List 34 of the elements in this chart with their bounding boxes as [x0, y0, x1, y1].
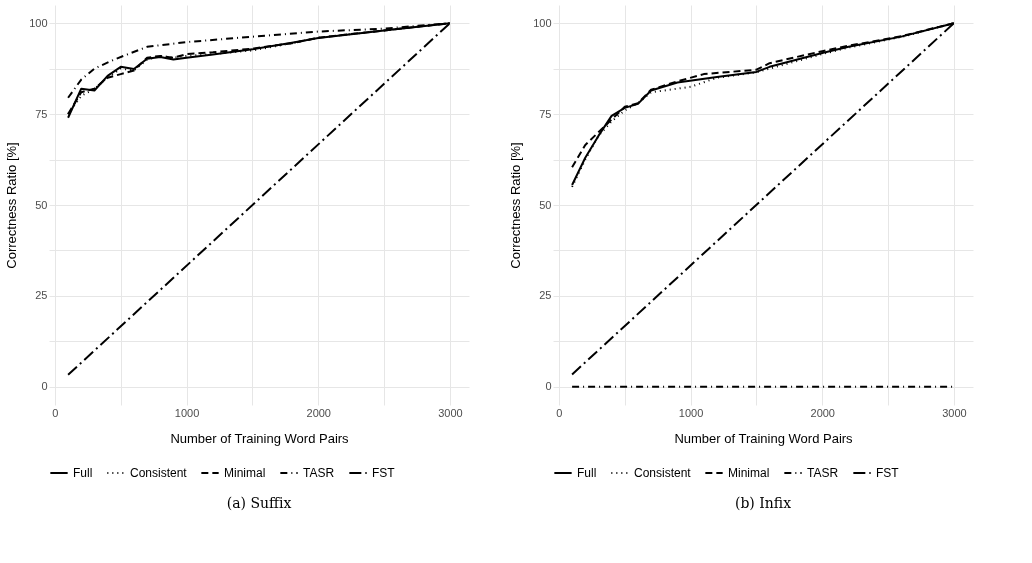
- x-tick-label: 0: [52, 406, 59, 419]
- legend-label: Full: [73, 466, 93, 480]
- y-tick-label: 100: [29, 16, 48, 29]
- legend-label: Minimal: [728, 466, 770, 480]
- legend-label: Consistent: [130, 466, 188, 480]
- legend-label: FST: [876, 466, 900, 480]
- legend-label: Full: [577, 466, 597, 480]
- x-tick-label: 3000: [942, 406, 967, 419]
- text: (a) Suffix: [226, 495, 292, 511]
- y-tick-label: 75: [539, 107, 552, 120]
- x-tick-label: 0: [556, 406, 563, 419]
- legend-label: FST: [372, 466, 396, 480]
- y-tick-label: 25: [35, 289, 48, 302]
- x-axis-title: Number of Training Word Pairs: [674, 430, 854, 446]
- y-tick-label: 100: [533, 16, 552, 29]
- y-axis-title: Correctness Ratio [%]: [4, 142, 20, 269]
- x-tick-label: 2000: [306, 406, 331, 419]
- y-tick-label: 0: [41, 380, 48, 393]
- y-axis-title: Correctness Ratio [%]: [508, 142, 524, 269]
- legend-label: Minimal: [224, 466, 266, 480]
- y-tick-label: 0: [545, 380, 552, 393]
- x-tick-label: 1000: [174, 406, 200, 419]
- x-tick-label: 2000: [810, 406, 835, 419]
- text: (b) Infix: [734, 495, 792, 511]
- x-axis-title: Number of Training Word Pairs: [170, 430, 350, 446]
- y-tick-label: 75: [35, 107, 48, 120]
- x-tick-label: 3000: [438, 406, 463, 419]
- legend-label: Consistent: [634, 466, 692, 480]
- y-tick-label: 50: [539, 198, 552, 211]
- legend-label: TASR: [807, 466, 839, 480]
- y-tick-label: 50: [35, 198, 48, 211]
- x-tick-label: 1000: [678, 406, 704, 419]
- y-tick-label: 25: [539, 289, 552, 302]
- legend-label: TASR: [303, 466, 335, 480]
